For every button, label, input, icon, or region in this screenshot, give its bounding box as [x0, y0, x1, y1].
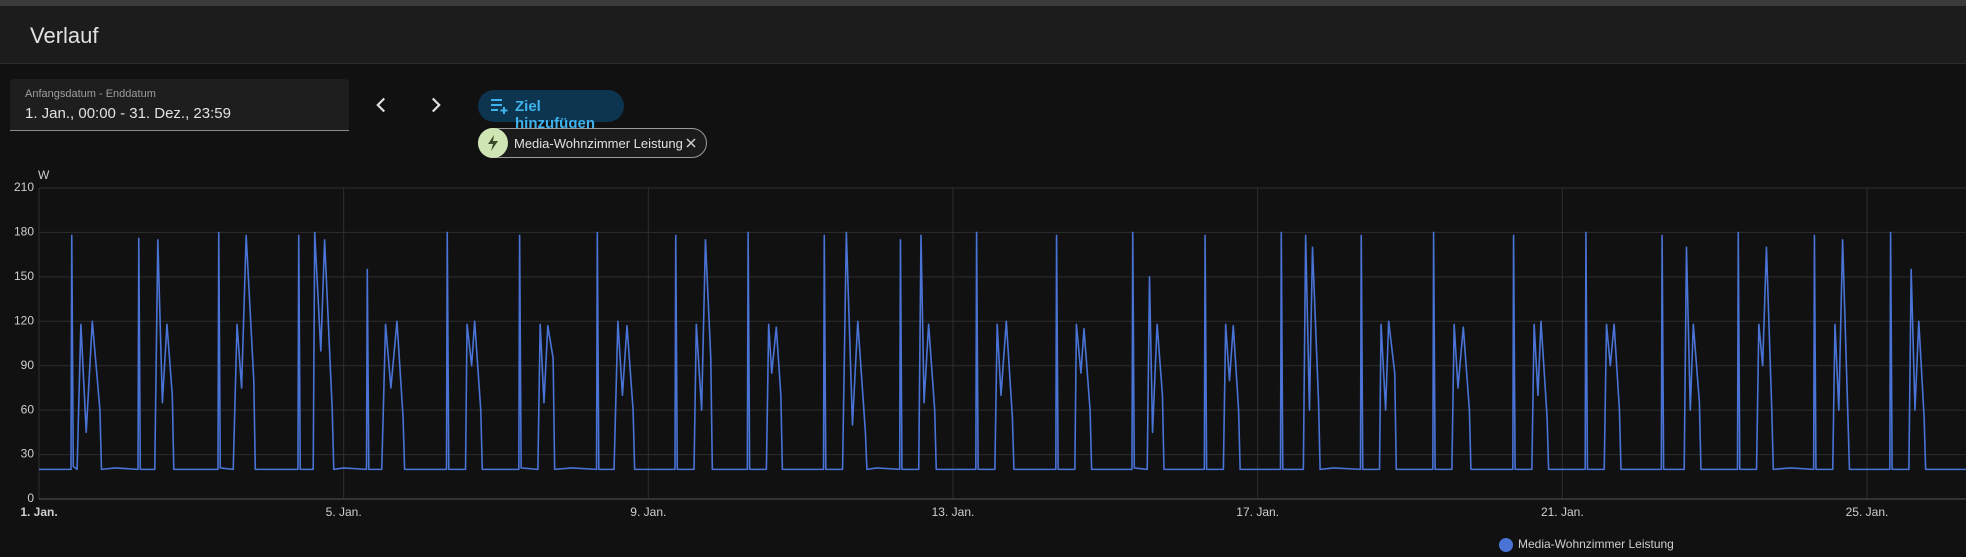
x-tick-label: 17. Jan. — [1236, 505, 1279, 519]
x-tick-label: 1. Jan. — [20, 505, 57, 519]
legend-label: Media-Wohnzimmer Leistung — [1518, 537, 1674, 551]
y-tick-label: 60 — [21, 402, 35, 416]
y-tick-label: 0 — [27, 491, 34, 505]
add-target-label: Ziel hinzufügen — [515, 98, 595, 132]
x-tick-label: 25. Jan. — [1846, 505, 1889, 519]
series-line — [39, 231, 1966, 471]
add-target-button[interactable]: Ziel hinzufügen — [478, 90, 624, 132]
date-range-value: 1. Jan., 00:00 - 31. Dez., 23:59 — [25, 105, 231, 122]
x-tick-label: 21. Jan. — [1541, 505, 1584, 519]
previous-button[interactable] — [368, 92, 394, 118]
y-tick-label: 180 — [14, 225, 34, 239]
x-tick-label: 5. Jan. — [326, 505, 362, 519]
next-button[interactable] — [423, 92, 449, 118]
y-tick-label: 120 — [14, 313, 34, 327]
date-range-picker[interactable]: Anfangsdatum - Enddatum 1. Jan., 00:00 -… — [10, 79, 349, 131]
y-tick-label: 210 — [14, 180, 34, 194]
add-icon — [491, 99, 508, 114]
y-tick-label: 30 — [21, 447, 35, 461]
date-range-label: Anfangsdatum - Enddatum — [25, 88, 156, 100]
chip-remove[interactable] — [682, 134, 700, 152]
x-tick-label: 9. Jan. — [630, 505, 666, 519]
chip-label: Media-Wohnzimmer Leistung — [514, 136, 683, 151]
chip-icon — [478, 128, 508, 158]
y-tick-label: 90 — [21, 358, 35, 372]
y-tick-label: 150 — [14, 269, 34, 283]
legend-marker — [1499, 538, 1513, 552]
header: Verlauf — [0, 6, 1966, 64]
y-unit: W — [38, 168, 50, 182]
top-bar — [0, 0, 1966, 6]
history-chart: W 0 30 60 90 120 150 180 210 1. Jan. 5. Jan. 9. Ja… — [14, 168, 1966, 552]
x-tick-label: 13. Jan. — [932, 505, 975, 519]
page-title: Verlauf — [30, 23, 99, 48]
entity-chip: Media-Wohnzimmer Leistung — [478, 128, 707, 158]
